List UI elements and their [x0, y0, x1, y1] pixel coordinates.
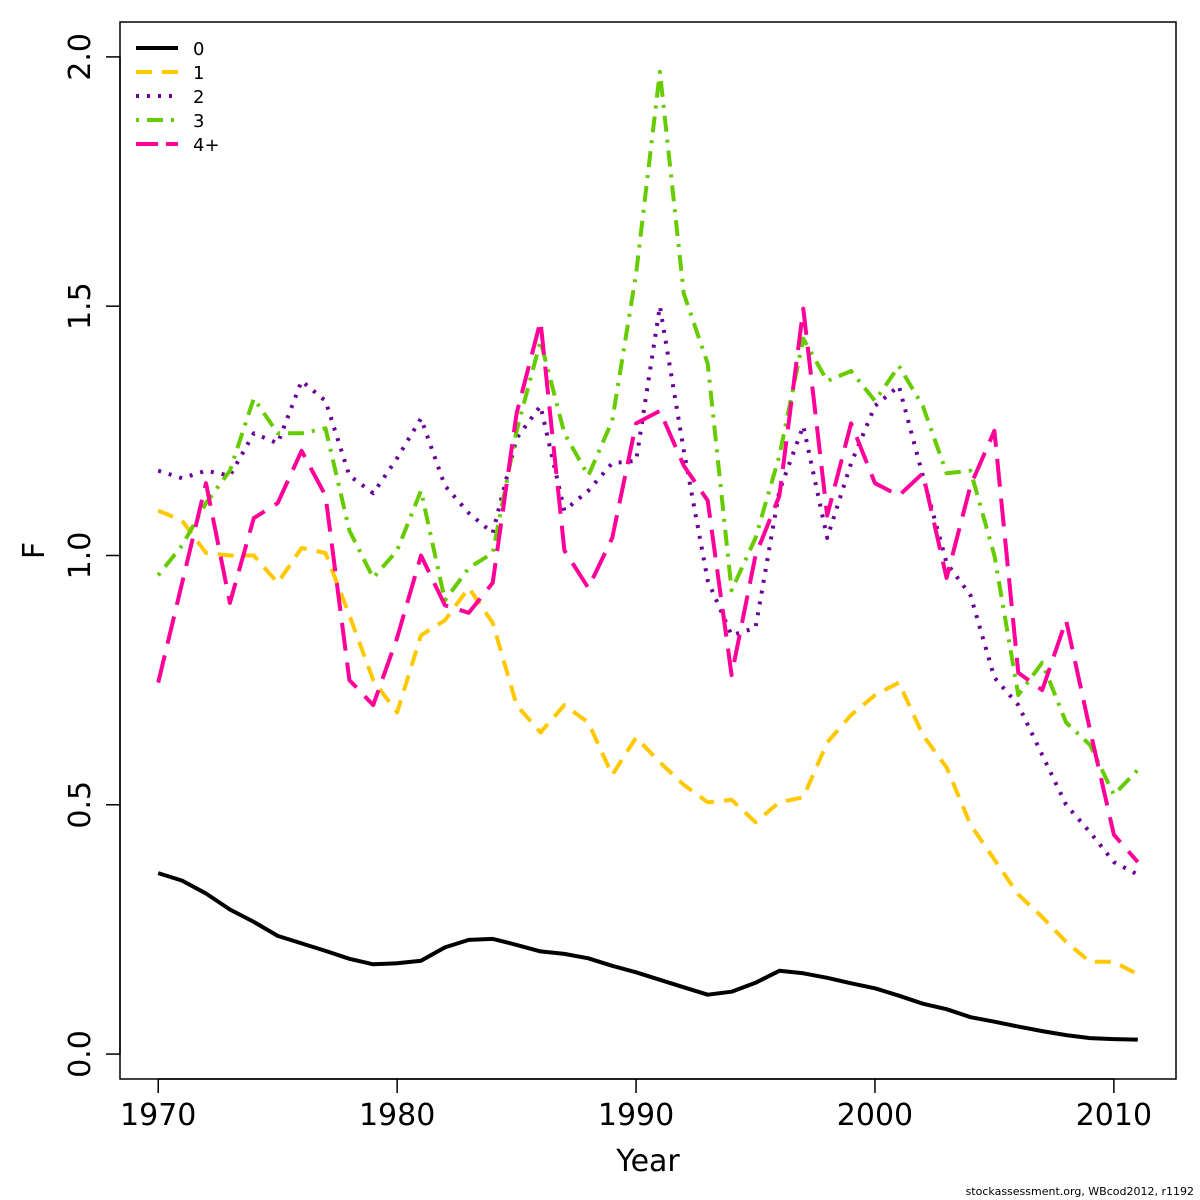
legend-label: 4+: [193, 135, 220, 156]
series-line-3: [156, 69, 1140, 797]
x-tick-label: 1990: [598, 1098, 674, 1133]
y-tick-label: 2.0: [63, 33, 98, 81]
legend-label: 3: [193, 111, 204, 132]
x-tick-label: 1980: [359, 1098, 435, 1133]
y-axis-title: F: [17, 542, 52, 559]
legend: 0 1 2 3 4+: [136, 39, 220, 156]
y-tick-label: 1.5: [63, 282, 98, 330]
y-tick-label: 0.0: [63, 1030, 98, 1078]
plot-frame: [119, 21, 1177, 1080]
series-layer: [156, 69, 1140, 1042]
legend-label: 1: [193, 63, 204, 84]
legend-label: 2: [193, 87, 204, 108]
y-tick-label: 0.5: [63, 781, 98, 829]
footer-credit: stockassessment.org, WBcod2012, r1192: [965, 1185, 1194, 1198]
x-tick-label: 2010: [1076, 1098, 1152, 1133]
series-line-2: [157, 304, 1139, 877]
series-line-1: [157, 508, 1139, 977]
y-tick-label: 1.0: [63, 532, 98, 580]
x-tick-label: 1970: [120, 1098, 196, 1133]
x-axis: 1970 1980 1990 2000 2010: [120, 1078, 1152, 1133]
series-line-0: [157, 871, 1138, 1042]
x-axis-title: Year: [615, 1144, 680, 1179]
x-tick-label: 2000: [837, 1098, 913, 1133]
series-line-4plus: [156, 306, 1140, 864]
legend-label: 0: [193, 39, 204, 60]
y-axis: 0.0 0.5 1.0 1.5 2.0: [63, 33, 121, 1078]
